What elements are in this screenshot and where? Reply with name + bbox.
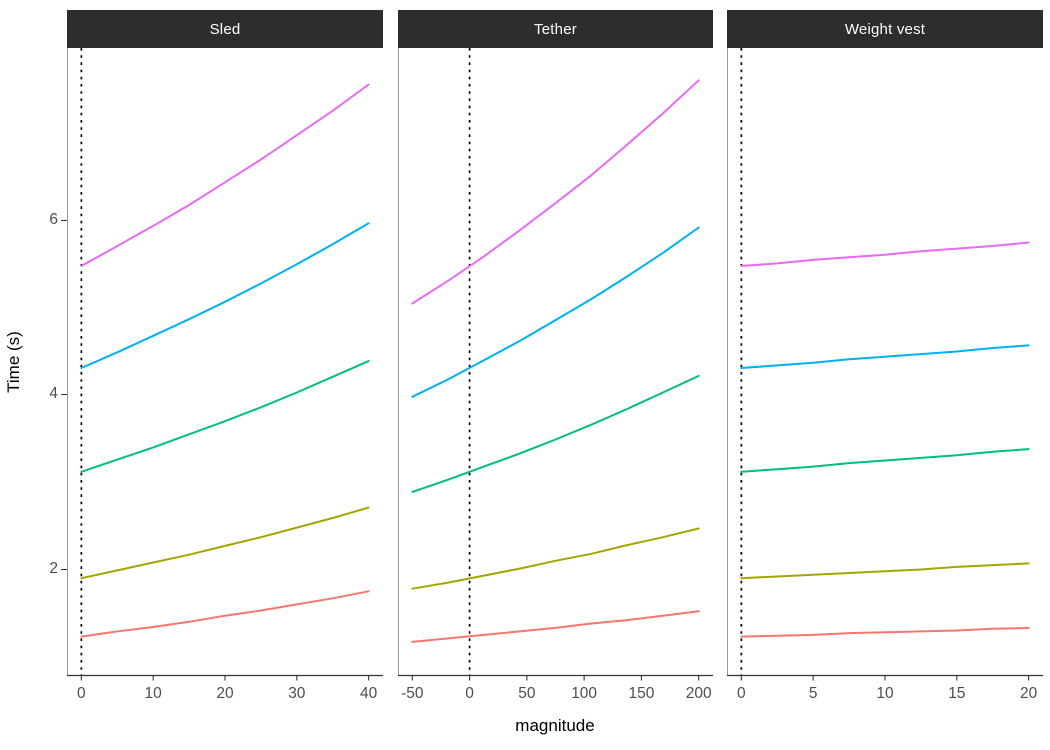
y-tick-label: 2: [49, 559, 58, 577]
x-tick-label: 10: [876, 685, 894, 702]
y-tick-mark: [61, 219, 67, 221]
series-line-series-3: [740, 448, 1030, 473]
x-tick-label: 0: [737, 685, 746, 702]
series-line-series-1: [80, 590, 370, 638]
facet-strip: Weight vest: [727, 10, 1043, 48]
series-line-series-1: [740, 626, 1030, 638]
series-line-series-4: [740, 344, 1030, 369]
series-line-series-2: [80, 506, 370, 580]
y-axis-title: Time (s): [4, 331, 23, 393]
x-tick-label: 0: [465, 685, 474, 702]
facet-panel-tether: -50 0 50 100 150 200: [398, 48, 713, 702]
y-tick-mark: [61, 394, 67, 396]
x-tick-label: 200: [686, 685, 712, 702]
x-tick-label: -50: [401, 685, 424, 702]
x-tick-label: 40: [360, 685, 378, 702]
x-tick-label: 5: [809, 685, 818, 702]
x-tick-label: 0: [77, 685, 86, 702]
x-tick-label: 150: [628, 685, 654, 702]
series-line-series-1: [411, 610, 700, 643]
facet-strip-label: Sled: [209, 20, 241, 38]
x-tick-label: 10: [145, 685, 163, 702]
facet-strip: Sled: [67, 10, 383, 48]
series-line-series-3: [80, 360, 370, 473]
facet-strip-label: Weight vest: [844, 20, 926, 38]
x-tick-label: 30: [288, 685, 306, 702]
series-line-series-2: [411, 527, 700, 590]
facet-strip: Tether: [398, 10, 713, 48]
y-tick-label: 6: [49, 210, 58, 228]
series-line-series-5: [740, 241, 1030, 267]
facet-panel-weight-vest: 0 5 10 15 20: [727, 48, 1043, 702]
x-tick-label: 50: [518, 685, 536, 702]
series-line-series-4: [411, 226, 700, 398]
x-tick-label: 15: [948, 685, 965, 702]
series-line-series-5: [80, 83, 370, 267]
series-line-series-2: [740, 562, 1030, 580]
y-tick-mark: [61, 568, 67, 570]
series-line-series-3: [411, 374, 700, 493]
y-tick-label: 4: [49, 385, 58, 403]
facet-strip-label: Tether: [534, 20, 577, 38]
x-tick-label: 20: [216, 685, 234, 702]
x-axis-title: magnitude: [515, 716, 595, 735]
x-tick-label: 100: [571, 685, 597, 702]
x-tick-label: 20: [1020, 685, 1038, 702]
facet-panel-sled: 0 10 20 30 40: [67, 48, 383, 702]
series-line-series-5: [411, 79, 700, 305]
series-line-series-4: [80, 222, 370, 369]
